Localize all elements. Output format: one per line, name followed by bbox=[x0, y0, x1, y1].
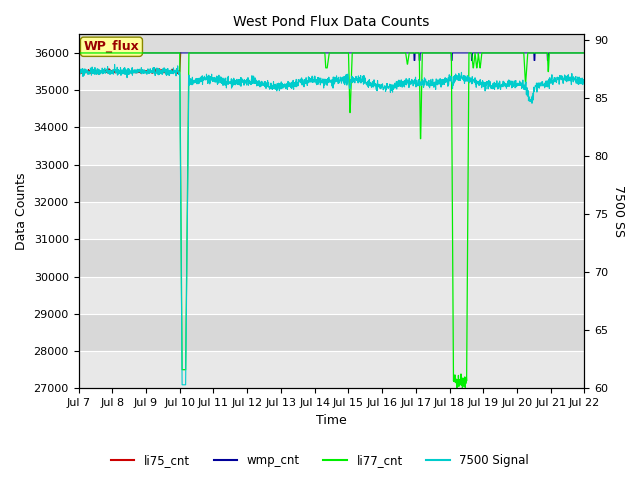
Bar bbox=[79, 165, 584, 202]
Bar bbox=[79, 351, 584, 388]
Legend: li75_cnt, wmp_cnt, li77_cnt, 7500 Signal: li75_cnt, wmp_cnt, li77_cnt, 7500 Signal bbox=[106, 449, 534, 472]
Bar bbox=[79, 239, 584, 276]
Text: WP_flux: WP_flux bbox=[84, 40, 140, 53]
Bar bbox=[79, 276, 584, 314]
Bar bbox=[79, 314, 584, 351]
Bar bbox=[79, 202, 584, 239]
Title: West Pond Flux Data Counts: West Pond Flux Data Counts bbox=[234, 15, 429, 29]
Y-axis label: Data Counts: Data Counts bbox=[15, 173, 28, 250]
Y-axis label: 7500 SS: 7500 SS bbox=[612, 185, 625, 237]
Bar bbox=[79, 53, 584, 90]
X-axis label: Time: Time bbox=[316, 414, 347, 427]
Bar bbox=[79, 128, 584, 165]
Bar bbox=[79, 90, 584, 128]
